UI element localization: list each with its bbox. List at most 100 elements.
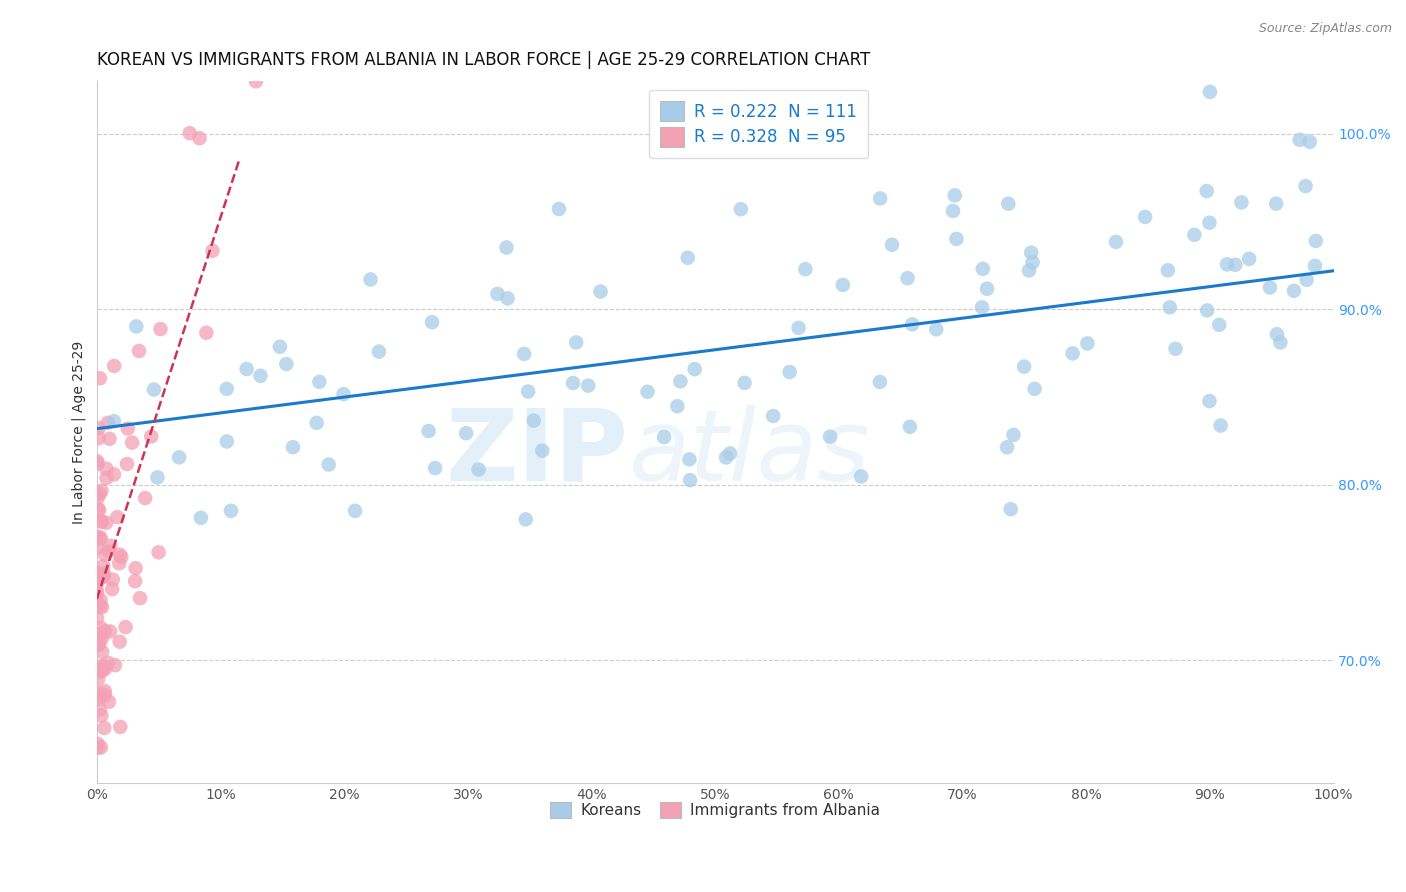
Point (548, 202, 571, 216)
Point (1133, 210, 1156, 224)
Point (1225, 258, 1247, 272)
Point (779, 365, 801, 379)
Point (235, 362, 257, 376)
Point (87, 421, 110, 435)
Point (94, 684, 117, 698)
Point (93, 568, 115, 582)
Point (108, 557, 131, 571)
Point (90, 708, 112, 723)
Text: KOREAN VS IMMIGRANTS FROM ALBANIA IN LABOR FORCE | AGE 25-29 CORRELATION CHART: KOREAN VS IMMIGRANTS FROM ALBANIA IN LAB… (97, 51, 870, 69)
Point (1288, 133, 1310, 147)
Point (1164, 342, 1187, 356)
Text: ZIP: ZIP (446, 405, 628, 501)
Point (90, 483, 112, 498)
Point (1295, 179, 1317, 194)
Point (851, 469, 873, 483)
Point (89, 599, 111, 613)
Point (89, 686, 111, 700)
Point (86, 454, 108, 468)
Point (87, 502, 110, 516)
Point (149, 322, 172, 336)
Point (103, 359, 125, 373)
Point (762, 409, 785, 423)
Point (90, 621, 112, 635)
Point (1303, 259, 1326, 273)
Point (734, 376, 756, 390)
Point (128, 343, 150, 358)
Point (360, 272, 382, 286)
Point (108, 634, 131, 648)
Point (86, 576, 108, 591)
Point (94, 548, 117, 562)
Point (117, 421, 139, 435)
Point (970, 301, 993, 315)
Point (869, 375, 891, 389)
Point (115, 457, 138, 471)
Point (678, 452, 700, 467)
Point (1159, 301, 1181, 315)
Point (685, 117, 707, 131)
Point (1282, 284, 1305, 298)
Point (91, 658, 114, 673)
Point (142, 383, 165, 397)
Point (215, 434, 238, 449)
Point (1305, 234, 1327, 248)
Point (87, 541, 110, 555)
Point (91, 570, 114, 584)
Point (576, 378, 599, 392)
Point (420, 315, 443, 329)
Text: atlas: atlas (628, 405, 870, 501)
Point (367, 344, 389, 359)
Point (1216, 257, 1239, 271)
Point (87, 596, 110, 610)
Point (89, 630, 111, 644)
Point (1198, 216, 1220, 230)
Point (486, 287, 509, 301)
Point (124, 561, 146, 575)
Point (308, 375, 330, 389)
Point (305, 416, 328, 430)
Point (110, 549, 132, 564)
Legend: Koreans, Immigrants from Albania: Koreans, Immigrants from Albania (544, 797, 887, 824)
Point (167, 450, 190, 465)
Point (93, 721, 115, 735)
Point (531, 443, 554, 458)
Point (110, 720, 132, 734)
Point (89, 531, 111, 545)
Point (86, 611, 108, 625)
Y-axis label: In Labor Force | Age 25-29: In Labor Force | Age 25-29 (72, 341, 86, 524)
Point (276, 357, 298, 371)
Point (995, 440, 1018, 454)
Point (97, 695, 120, 709)
Point (94, 688, 117, 702)
Point (114, 620, 136, 634)
Point (134, 491, 156, 505)
Point (125, 319, 148, 334)
Point (1076, 336, 1098, 351)
Point (96, 471, 118, 485)
Point (332, 387, 354, 401)
Point (787, 321, 810, 335)
Point (565, 335, 588, 350)
Text: Source: ZipAtlas.com: Source: ZipAtlas.com (1258, 22, 1392, 36)
Point (124, 574, 146, 589)
Point (943, 188, 966, 202)
Point (195, 326, 218, 340)
Point (925, 322, 948, 336)
Point (97, 656, 120, 670)
Point (423, 461, 446, 475)
Point (666, 399, 689, 413)
Point (108, 548, 131, 562)
Point (945, 232, 967, 246)
Point (976, 282, 998, 296)
Point (90, 740, 112, 755)
Point (86, 587, 108, 601)
Point (87, 672, 110, 686)
Point (683, 362, 706, 376)
Point (121, 435, 143, 450)
Point (98, 432, 121, 446)
Point (91, 664, 114, 678)
Point (869, 191, 891, 205)
Point (86, 584, 108, 599)
Point (495, 240, 517, 254)
